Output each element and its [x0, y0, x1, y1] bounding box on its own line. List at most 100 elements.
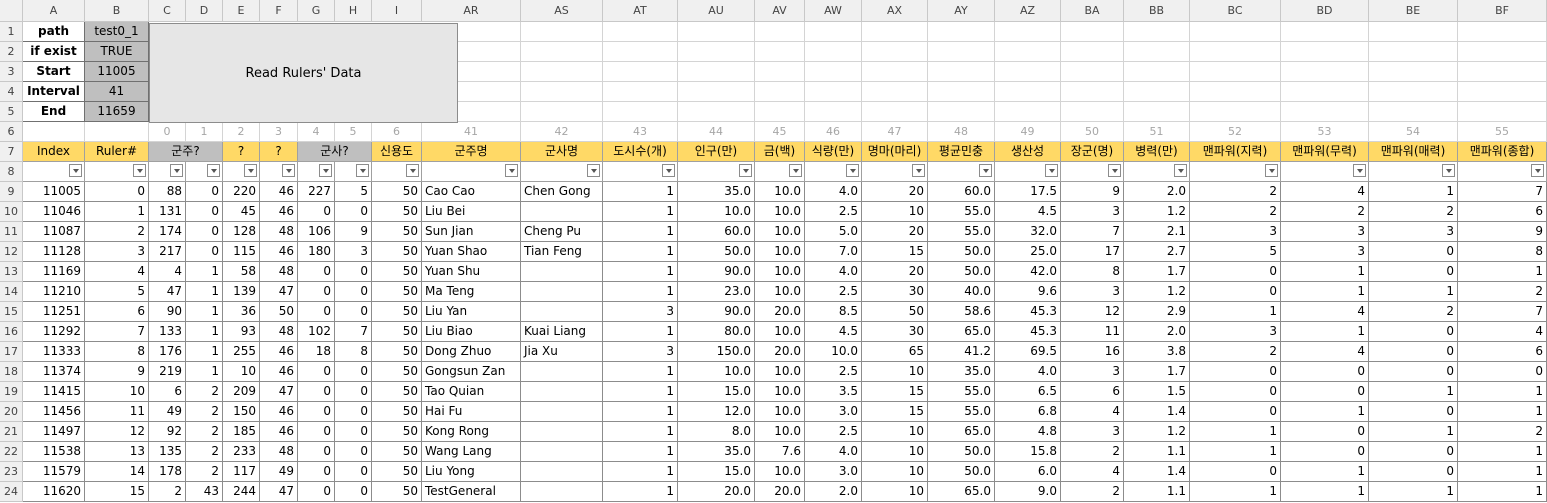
- column-header-H[interactable]: H: [335, 0, 372, 22]
- data-cell[interactable]: 2: [186, 422, 223, 442]
- data-cell[interactable]: Sun Jian: [422, 222, 521, 242]
- data-cell[interactable]: 41.2: [928, 342, 995, 362]
- data-cell[interactable]: 2: [1190, 182, 1281, 202]
- data-cell[interactable]: 47: [260, 382, 298, 402]
- empty-cell[interactable]: [862, 102, 928, 122]
- data-cell[interactable]: 20.0: [678, 482, 755, 502]
- empty-cell[interactable]: [678, 102, 755, 122]
- data-cell[interactable]: 217: [149, 242, 186, 262]
- data-cell[interactable]: 15: [862, 242, 928, 262]
- data-cell[interactable]: [521, 362, 603, 382]
- data-cell[interactable]: TestGeneral: [422, 482, 521, 502]
- data-cell[interactable]: 0: [298, 282, 335, 302]
- data-cell[interactable]: 3: [603, 302, 678, 322]
- data-cell[interactable]: 6.8: [995, 402, 1061, 422]
- data-cell[interactable]: 2.0: [805, 482, 862, 502]
- row-header[interactable]: 19: [0, 382, 23, 402]
- data-cell[interactable]: 209: [223, 382, 260, 402]
- data-cell[interactable]: 2: [1061, 442, 1124, 462]
- data-cell[interactable]: 48: [260, 442, 298, 462]
- filter-dropdown-icon[interactable]: [69, 164, 82, 177]
- data-cell[interactable]: 46: [260, 202, 298, 222]
- data-cell[interactable]: 1: [1458, 462, 1547, 482]
- row-header[interactable]: 16: [0, 322, 23, 342]
- data-cell[interactable]: 5.0: [805, 222, 862, 242]
- data-cell[interactable]: 135: [149, 442, 186, 462]
- data-cell[interactable]: Wang Lang: [422, 442, 521, 462]
- row-header[interactable]: 11: [0, 222, 23, 242]
- empty-cell[interactable]: [928, 102, 995, 122]
- empty-cell[interactable]: [995, 82, 1061, 102]
- data-cell[interactable]: 50: [372, 282, 422, 302]
- filter-dropdown-icon[interactable]: [912, 164, 925, 177]
- data-cell[interactable]: 1.2: [1124, 422, 1190, 442]
- data-cell[interactable]: Dong Zhuo: [422, 342, 521, 362]
- data-cell[interactable]: 80.0: [678, 322, 755, 342]
- empty-cell[interactable]: [755, 62, 805, 82]
- data-cell[interactable]: 65.0: [928, 422, 995, 442]
- data-cell[interactable]: 50: [372, 362, 422, 382]
- data-cell[interactable]: 2: [1369, 202, 1458, 222]
- column-header-BD[interactable]: BD: [1281, 0, 1369, 22]
- filter-dropdown-icon[interactable]: [789, 164, 802, 177]
- empty-cell[interactable]: [1458, 102, 1547, 122]
- data-cell[interactable]: 46: [260, 342, 298, 362]
- data-cell[interactable]: 0: [298, 402, 335, 422]
- data-cell[interactable]: Yuan Shao: [422, 242, 521, 262]
- data-cell[interactable]: 0: [186, 242, 223, 262]
- data-cell[interactable]: 88: [149, 182, 186, 202]
- filter-dropdown-icon[interactable]: [587, 164, 600, 177]
- data-cell[interactable]: 1: [1281, 262, 1369, 282]
- data-cell[interactable]: 1: [1281, 462, 1369, 482]
- empty-cell[interactable]: [521, 22, 603, 42]
- data-cell[interactable]: 50: [372, 382, 422, 402]
- data-cell[interactable]: 0: [335, 442, 372, 462]
- row-header[interactable]: 2: [0, 42, 23, 62]
- data-cell[interactable]: 0: [335, 382, 372, 402]
- data-cell[interactable]: 11: [1061, 322, 1124, 342]
- data-cell[interactable]: 4: [1061, 402, 1124, 422]
- data-cell[interactable]: 20: [862, 182, 928, 202]
- data-cell[interactable]: 36: [223, 302, 260, 322]
- data-cell[interactable]: 2: [1281, 202, 1369, 222]
- row-header[interactable]: 18: [0, 362, 23, 382]
- data-cell[interactable]: 6: [1458, 202, 1547, 222]
- data-cell[interactable]: 0: [335, 362, 372, 382]
- data-cell[interactable]: 15: [85, 482, 149, 502]
- data-cell[interactable]: 43: [186, 482, 223, 502]
- data-cell[interactable]: 9: [335, 222, 372, 242]
- filter-dropdown-icon[interactable]: [846, 164, 859, 177]
- data-cell[interactable]: 0: [1190, 382, 1281, 402]
- data-cell[interactable]: 0: [298, 302, 335, 322]
- data-cell[interactable]: 48: [260, 262, 298, 282]
- empty-cell[interactable]: [1190, 102, 1281, 122]
- data-cell[interactable]: 4: [85, 262, 149, 282]
- data-cell[interactable]: 55.0: [928, 402, 995, 422]
- data-cell[interactable]: 92: [149, 422, 186, 442]
- data-cell[interactable]: 1: [603, 462, 678, 482]
- data-cell[interactable]: 1: [1281, 482, 1369, 502]
- data-cell[interactable]: 0: [1369, 462, 1458, 482]
- data-cell[interactable]: 10.0: [755, 402, 805, 422]
- column-header-BB[interactable]: BB: [1124, 0, 1190, 22]
- data-cell[interactable]: 0: [1281, 362, 1369, 382]
- data-cell[interactable]: 15.0: [678, 382, 755, 402]
- data-cell[interactable]: 10.0: [755, 282, 805, 302]
- data-cell[interactable]: 2: [149, 482, 186, 502]
- data-cell[interactable]: 32.0: [995, 222, 1061, 242]
- empty-cell[interactable]: [603, 22, 678, 42]
- data-cell[interactable]: 50: [372, 242, 422, 262]
- param-value[interactable]: TRUE: [85, 42, 149, 62]
- data-cell[interactable]: 3: [1190, 222, 1281, 242]
- data-cell[interactable]: 8.0: [678, 422, 755, 442]
- data-cell[interactable]: 47: [149, 282, 186, 302]
- data-cell[interactable]: 11046: [23, 202, 85, 222]
- filter-dropdown-icon[interactable]: [319, 164, 332, 177]
- data-cell[interactable]: 11538: [23, 442, 85, 462]
- row-header[interactable]: 22: [0, 442, 23, 462]
- data-cell[interactable]: 3: [1061, 362, 1124, 382]
- data-cell[interactable]: 1: [186, 302, 223, 322]
- empty-cell[interactable]: [1281, 82, 1369, 102]
- data-cell[interactable]: 20: [862, 262, 928, 282]
- data-cell[interactable]: Chen Gong: [521, 182, 603, 202]
